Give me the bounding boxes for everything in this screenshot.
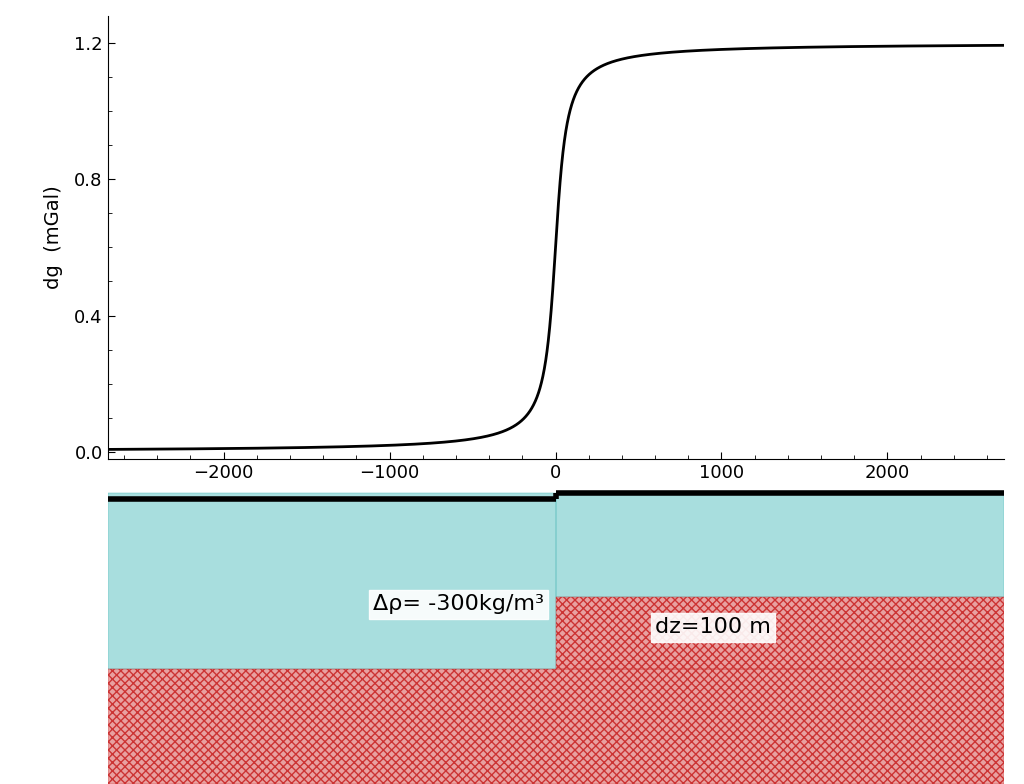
Bar (108, 492, 555, 670)
Bar (108, 492, 555, 670)
X-axis label: Distance (m): Distance (m) (493, 487, 618, 506)
Bar (108, 670, 1004, 784)
Bar (555, 597, 1004, 670)
Bar (555, 492, 1004, 597)
Bar (555, 597, 1004, 670)
Text: dz=100 m: dz=100 m (655, 617, 771, 637)
Bar (555, 492, 1004, 597)
Bar (108, 670, 1004, 784)
Y-axis label: dg  (mGal): dg (mGal) (44, 185, 62, 289)
Text: Δρ= -300kg/m³: Δρ= -300kg/m³ (373, 594, 544, 615)
